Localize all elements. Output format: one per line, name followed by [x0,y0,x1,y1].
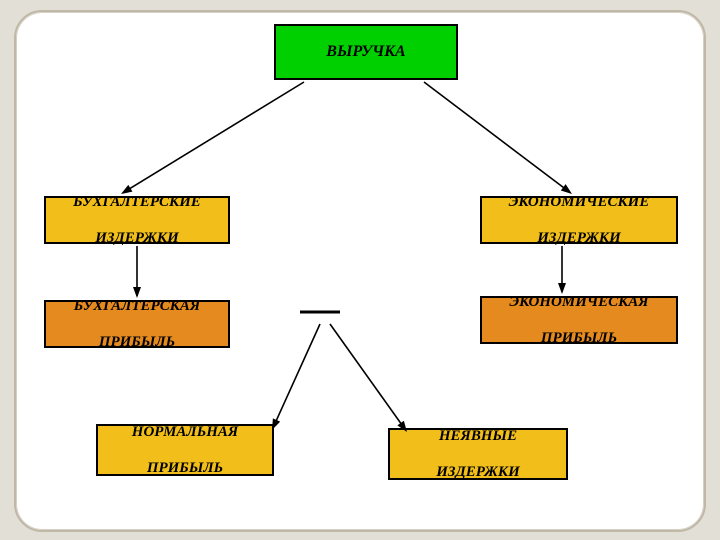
node-accounting-profit: БУХГАЛТЕРСКАЯ ПРИБЫЛЬ [44,300,230,348]
node-text: ВЫРУЧКА [280,42,452,61]
node-text: БУХГАЛТЕРСКИЕ [50,193,224,211]
node-text: ИЗДЕРЖКИ [50,229,224,247]
node-text: ЭКОНОМИЧЕСКИЕ [486,193,672,211]
node-text: ЭКОНОМИЧЕСКАЯ [486,293,672,311]
node-revenue: ВЫРУЧКА [274,24,458,80]
node-text: НЕЯВНЫЕ [394,427,562,445]
node-text: ПРИБЫЛЬ [486,329,672,347]
node-text: ИЗДЕРЖКИ [394,463,562,481]
node-normal-profit: НОРМАЛЬНАЯ ПРИБЫЛЬ [96,424,274,476]
node-text: ИЗДЕРЖКИ [486,229,672,247]
node-text: ПРИБЫЛЬ [50,333,224,351]
node-economic-costs: ЭКОНОМИЧЕСКИЕ ИЗДЕРЖКИ [480,196,678,244]
node-text: БУХГАЛТЕРСКАЯ [50,297,224,315]
node-accounting-costs: БУХГАЛТЕРСКИЕ ИЗДЕРЖКИ [44,196,230,244]
node-economic-profit: ЭКОНОМИЧЕСКАЯ ПРИБЫЛЬ [480,296,678,344]
node-text: ПРИБЫЛЬ [102,459,268,477]
node-text: НОРМАЛЬНАЯ [102,423,268,441]
node-implicit-costs: НЕЯВНЫЕ ИЗДЕРЖКИ [388,428,568,480]
